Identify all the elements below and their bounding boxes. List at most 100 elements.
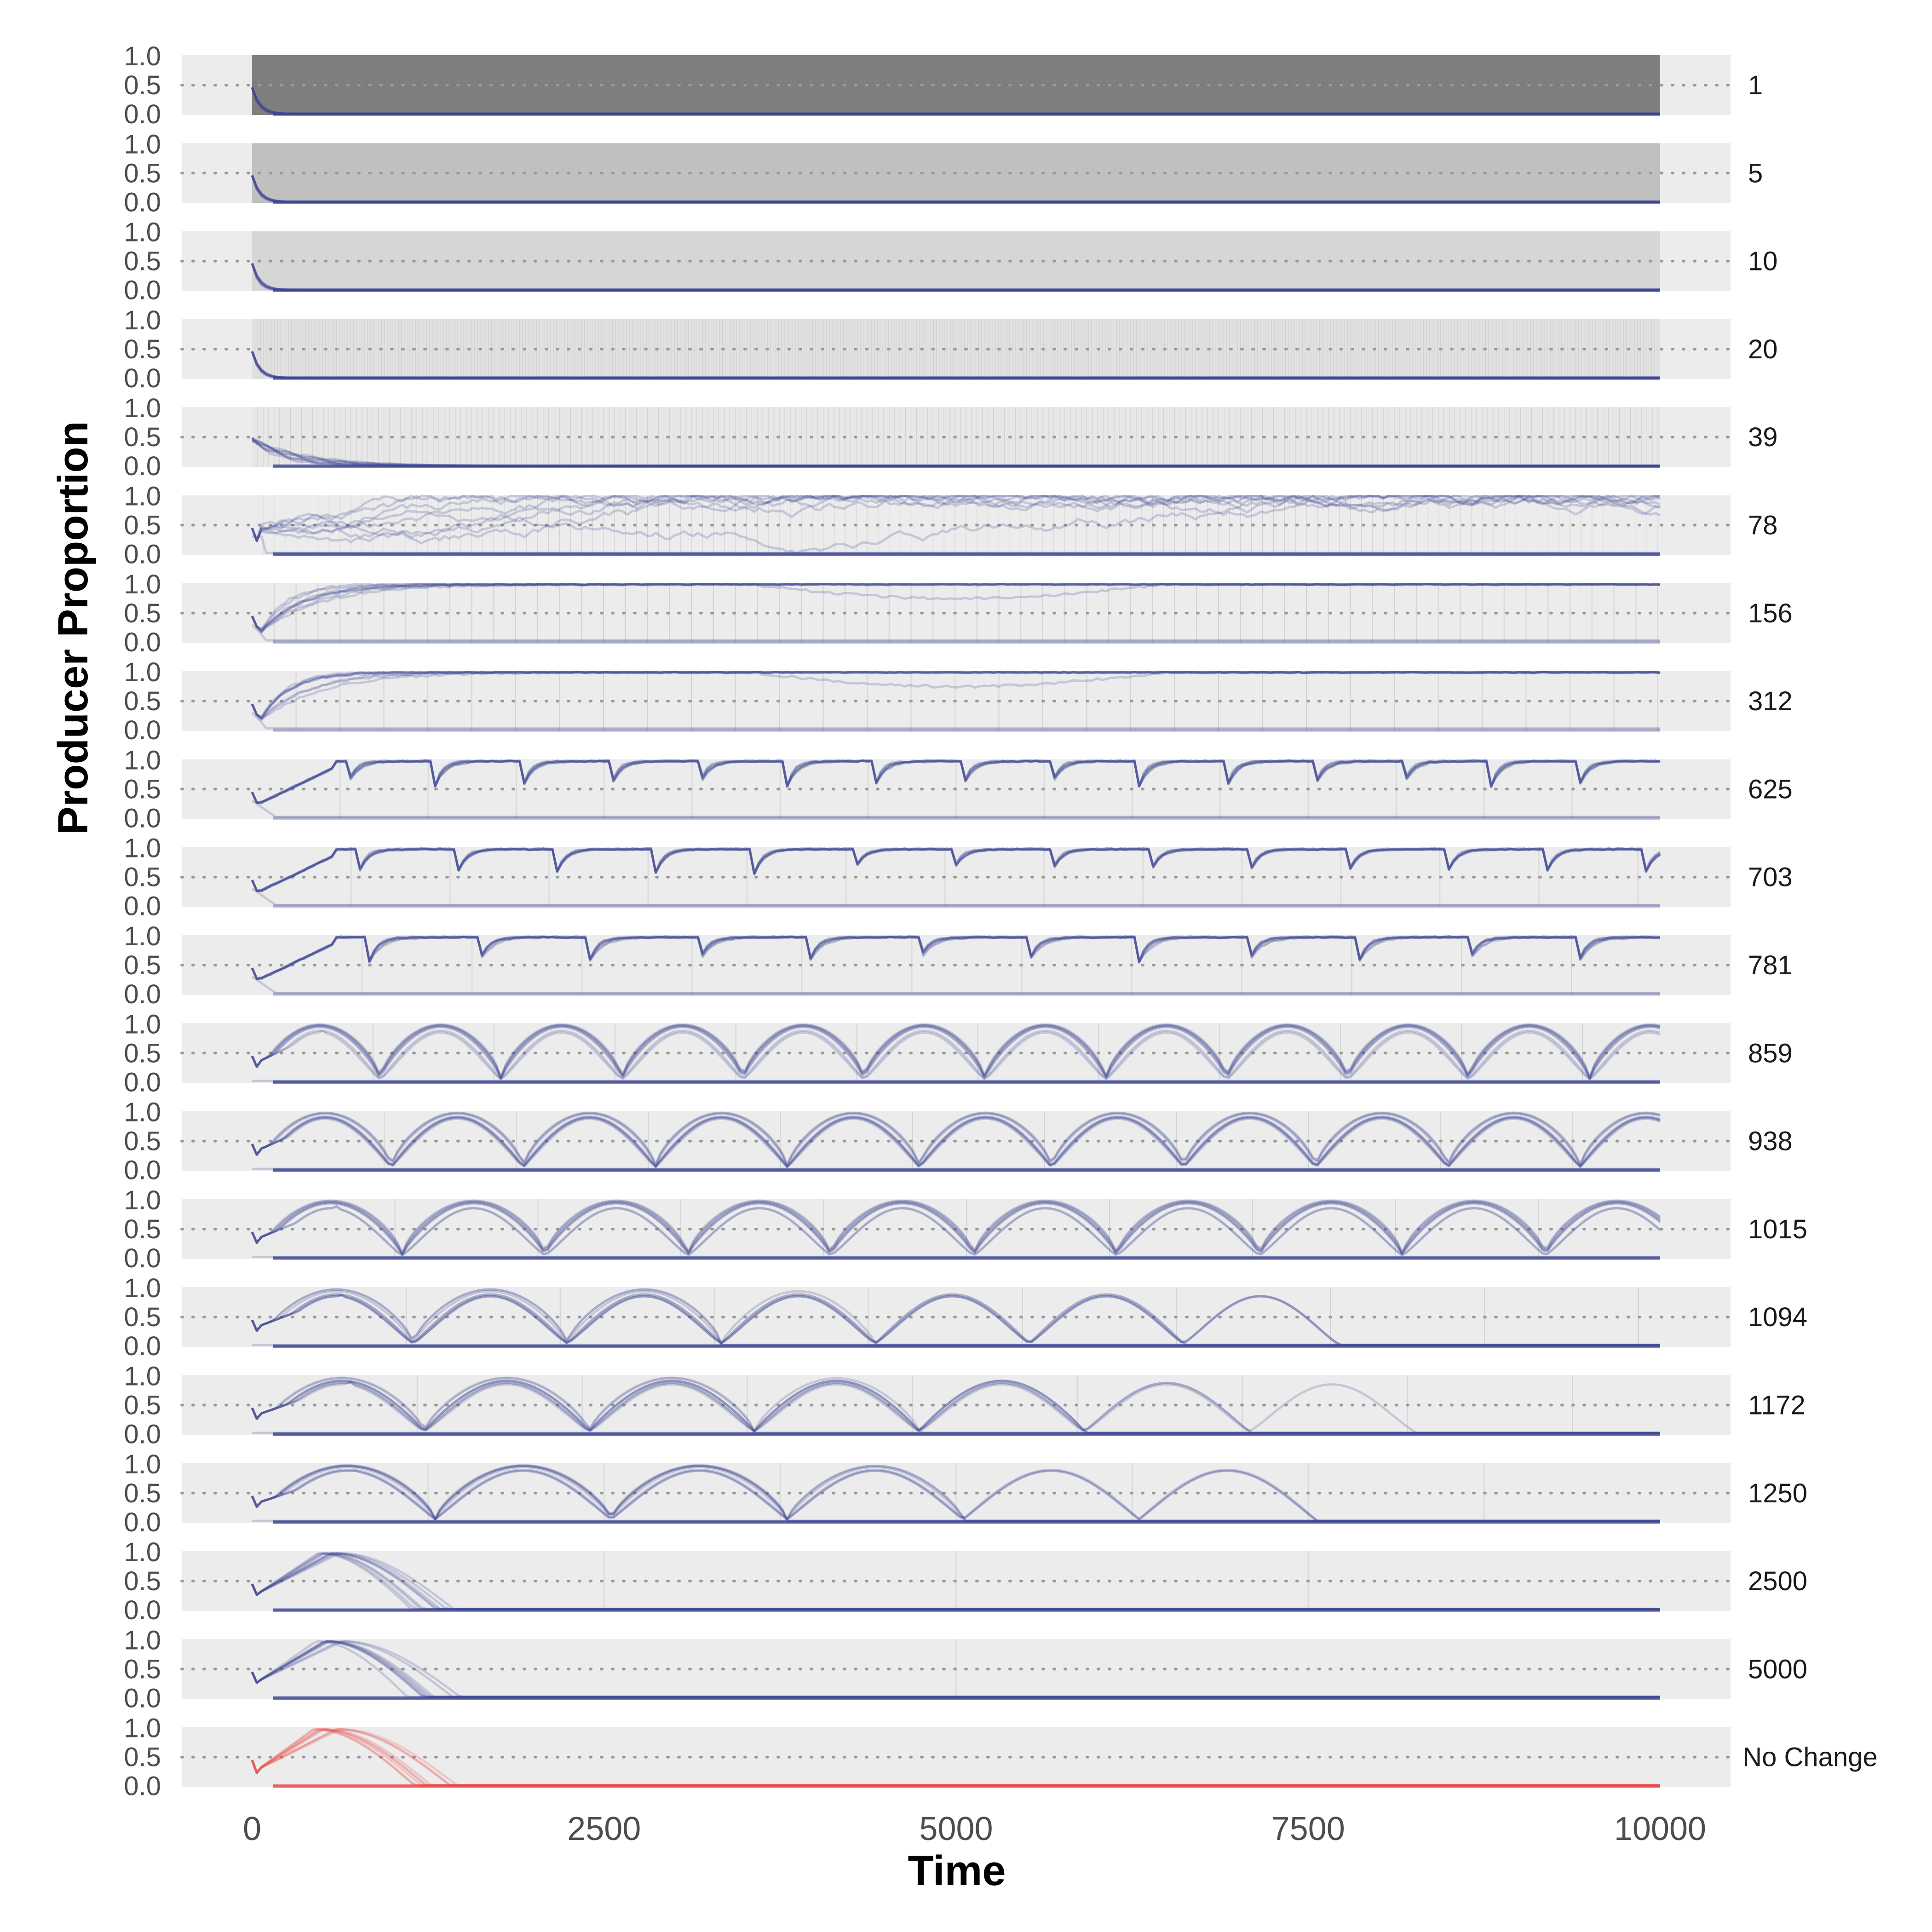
panel-2: 0.00.51.0 5 (124, 129, 1763, 217)
y-tick-label: 1.0 (124, 1009, 161, 1039)
series-lines (251, 1728, 1660, 1788)
series-line (251, 935, 1661, 980)
series-line (251, 671, 1661, 719)
series-line (251, 1117, 1661, 1168)
series-line (251, 1025, 1661, 1080)
x-tick-label: 10000 (1614, 1811, 1706, 1847)
series-line (251, 712, 1660, 730)
series-line (251, 583, 1661, 633)
series-lines (251, 1552, 1660, 1612)
series-line (251, 495, 1661, 542)
y-tick-label: 1.0 (124, 393, 161, 423)
panel-label: 1094 (1748, 1302, 1807, 1332)
y-tick-label: 0.5 (124, 247, 161, 276)
series-line (251, 1024, 1661, 1079)
series-line (251, 495, 1660, 542)
series-lines (251, 671, 1661, 732)
series-line (251, 671, 1661, 721)
series-line (251, 935, 1661, 980)
series-line (251, 1111, 1661, 1167)
y-tick-label: 0.0 (124, 1683, 161, 1713)
panel-label: 625 (1748, 774, 1793, 804)
y-tick-label: 0.0 (124, 99, 161, 129)
series-line (251, 583, 1661, 632)
y-tick-label: 0.5 (124, 1654, 161, 1684)
series-line (251, 759, 1661, 804)
x-axis-label: Time (908, 1847, 1006, 1894)
y-tick-label: 0.0 (124, 276, 161, 305)
y-tick-label: 0.0 (124, 187, 161, 217)
y-tick-label: 0.0 (124, 1595, 161, 1625)
series-line (251, 671, 1660, 720)
panel-label: 938 (1748, 1127, 1793, 1156)
series-line (251, 759, 1661, 805)
y-tick-label: 0.5 (124, 1127, 161, 1156)
y-tick-label: 0.0 (124, 1156, 161, 1185)
panel-label: 39 (1748, 422, 1778, 452)
y-tick-label: 0.5 (124, 686, 161, 716)
series-line (251, 759, 1661, 804)
series-line (251, 1205, 1661, 1256)
series-line (251, 1202, 1661, 1256)
x-tick-label: 7500 (1271, 1811, 1345, 1847)
y-tick-label: 0.5 (124, 774, 161, 804)
y-tick-label: 0.0 (124, 451, 161, 481)
series-lines (251, 1288, 1660, 1348)
panel-8: 0.00.51.0 312 (124, 657, 1792, 745)
series-line (251, 799, 1660, 818)
y-tick-label: 1.0 (124, 482, 161, 512)
series-line (251, 847, 1661, 892)
series-line (251, 671, 1661, 720)
series-line (251, 847, 1661, 892)
y-tick-label: 1.0 (124, 1449, 161, 1479)
series-line (251, 671, 1661, 720)
y-tick-label: 1.0 (124, 1625, 161, 1655)
y-tick-label: 0.5 (124, 1214, 161, 1244)
panel-19: 0.00.51.0 5000 (124, 1625, 1807, 1713)
series-line (251, 1112, 1661, 1167)
series-line (251, 847, 1661, 892)
series-line (251, 759, 1661, 804)
series-line (251, 976, 1660, 994)
series-line (251, 935, 1661, 980)
panel-label: No Change (1742, 1742, 1877, 1772)
series-line (251, 495, 1661, 544)
panel-10: 0.00.51.0 703 (124, 834, 1792, 921)
panel-3: 0.00.51.0 10 (124, 218, 1777, 305)
panel-label: 859 (1748, 1038, 1793, 1068)
series-line (251, 1112, 1661, 1167)
y-tick-label: 1.0 (124, 1185, 161, 1215)
series-line (251, 887, 1660, 906)
y-tick-label: 0.0 (124, 540, 161, 569)
y-tick-label: 0.0 (124, 627, 161, 657)
series-lines (251, 1464, 1660, 1524)
series-line (251, 759, 1661, 804)
series-line (251, 759, 1661, 805)
series-line (251, 847, 1661, 893)
series-lines (251, 495, 1661, 556)
y-tick-label: 0.0 (124, 1067, 161, 1097)
series-line (251, 1024, 1661, 1079)
y-tick-label: 1.0 (124, 569, 161, 599)
series-line (251, 935, 1661, 980)
series-line (251, 671, 1661, 718)
series-line (251, 935, 1661, 980)
series-lines (251, 847, 1661, 908)
series-line (251, 1199, 1661, 1254)
series-lines (251, 87, 1660, 116)
x-tick-label: 0 (243, 1811, 261, 1847)
series-lines (251, 437, 1660, 468)
panel-label: 78 (1748, 511, 1778, 540)
panel-18: 0.00.51.0 2500 (124, 1537, 1807, 1625)
series-line (251, 759, 1661, 804)
series-line (251, 847, 1661, 892)
y-tick-label: 1.0 (124, 129, 161, 159)
y-tick-label: 0.5 (124, 1478, 161, 1508)
series-lines (251, 1023, 1661, 1084)
series-line (251, 935, 1661, 980)
panel-label: 781 (1748, 950, 1793, 980)
panel-label: 1250 (1748, 1478, 1807, 1508)
y-tick-label: 0.5 (124, 334, 161, 364)
panel-13: 0.00.51.0 938 (124, 1098, 1792, 1185)
x-tick-label: 2500 (567, 1811, 641, 1847)
